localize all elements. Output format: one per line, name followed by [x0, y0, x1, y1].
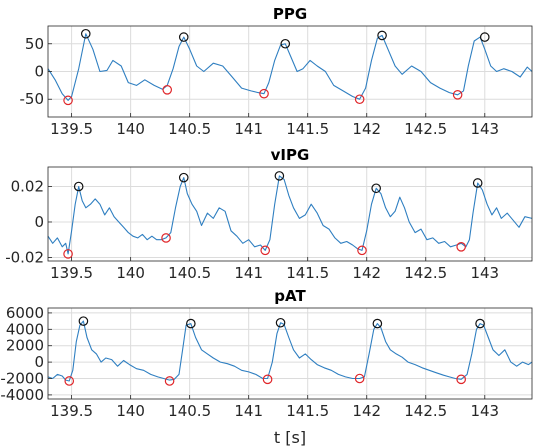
panel-pat: pAT 139.5 140 140.5 141 141.5 142 142.5 143 -4000…	[0, 287, 533, 447]
signal-line	[47, 175, 533, 255]
foot-marker	[260, 245, 271, 256]
foot-marker	[162, 85, 173, 95]
x-tick-label: 140	[116, 264, 145, 282]
x-tick-label: 140.5	[168, 120, 211, 138]
peak-marker	[472, 178, 483, 188]
peak-marker	[479, 32, 490, 42]
x-tick-label: 141	[234, 402, 263, 420]
y-tick-label: 0	[34, 63, 44, 81]
foot-marker	[164, 376, 175, 386]
y-tick-label: 2000	[6, 337, 44, 355]
x-tick-label: 141	[234, 264, 263, 282]
panel-title: pAT	[274, 287, 306, 305]
x-tick-label: 141.5	[286, 402, 329, 420]
grid-lines	[48, 308, 532, 399]
foot-marker	[452, 90, 463, 100]
peak-marker	[73, 181, 84, 192]
foot-marker	[64, 376, 75, 386]
x-tick-label: 140.5	[168, 264, 211, 282]
x-tick-label: 140.5	[168, 402, 211, 420]
panel-title: vIPG	[271, 146, 310, 164]
peak-marker	[377, 30, 387, 41]
foot-marker	[357, 245, 367, 256]
foot-marker	[262, 374, 273, 385]
panel-ppg: PPG 139.5 140 140.5 141 141.5 142 142.5 143 -50 0 5…	[20, 5, 533, 138]
x-tick-label: 140	[116, 402, 145, 420]
peak-marker	[371, 183, 381, 194]
y-tick-label: -4000	[0, 386, 44, 404]
x-tick-label: 142	[352, 120, 381, 138]
signal-line	[47, 320, 533, 382]
foot-marker	[354, 94, 365, 105]
peak-marker	[475, 318, 485, 329]
grid-lines	[48, 167, 532, 261]
x-tick-label: 140	[116, 120, 145, 138]
foot-marker	[259, 88, 269, 99]
peak-marker	[178, 32, 189, 42]
x-tick-label: 142.5	[404, 120, 447, 138]
x-tick-label: 142.5	[404, 264, 447, 282]
signal-line	[47, 33, 533, 101]
y-tick-label: 4000	[6, 320, 44, 338]
grid-lines	[48, 26, 532, 117]
axes-frame	[47, 166, 533, 262]
peak-marker	[275, 317, 286, 328]
y-tick-label: 0	[34, 213, 44, 231]
foot-marker	[63, 95, 73, 106]
x-tick-label: 142	[352, 402, 381, 420]
panel-vipg: vIPG 139.5 140 140.5 141 141.5 142 142.5 143 -0.0…	[5, 146, 533, 282]
y-tick-label: -0.02	[5, 248, 44, 266]
x-tick-label: 143	[470, 120, 499, 138]
x-tick-label: 139.5	[50, 120, 93, 138]
axes-frame	[47, 307, 533, 400]
foot-marker	[456, 242, 466, 252]
y-tick-label: -2000	[0, 370, 44, 388]
peak-marker	[80, 28, 91, 39]
y-tick-label: -50	[20, 90, 45, 108]
x-tick-label: 143	[470, 264, 499, 282]
foot-marker	[161, 233, 171, 243]
x-axis-label: t [s]	[274, 428, 306, 447]
peak-marker	[274, 171, 285, 181]
peak-marker	[372, 318, 383, 329]
y-tick-label: 0.02	[11, 178, 44, 196]
foot-marker	[456, 374, 466, 385]
x-tick-label: 142	[352, 264, 381, 282]
x-tick-label: 142.5	[404, 402, 447, 420]
x-tick-label: 139.5	[50, 402, 93, 420]
y-tick-label: 6000	[6, 304, 44, 322]
panel-title: PPG	[273, 5, 307, 23]
y-tick-label: 50	[25, 35, 44, 53]
x-tick-label: 139.5	[50, 264, 93, 282]
y-tick-label: 0	[34, 353, 44, 371]
x-tick-label: 141.5	[286, 120, 329, 138]
x-tick-label: 143	[470, 402, 499, 420]
foot-marker	[63, 249, 73, 259]
foot-marker	[354, 373, 365, 384]
peak-marker	[78, 316, 89, 326]
x-tick-label: 141	[234, 120, 263, 138]
peak-marker	[178, 172, 189, 183]
peak-marker	[186, 318, 196, 329]
x-tick-label: 141.5	[286, 264, 329, 282]
peak-marker	[280, 38, 291, 49]
